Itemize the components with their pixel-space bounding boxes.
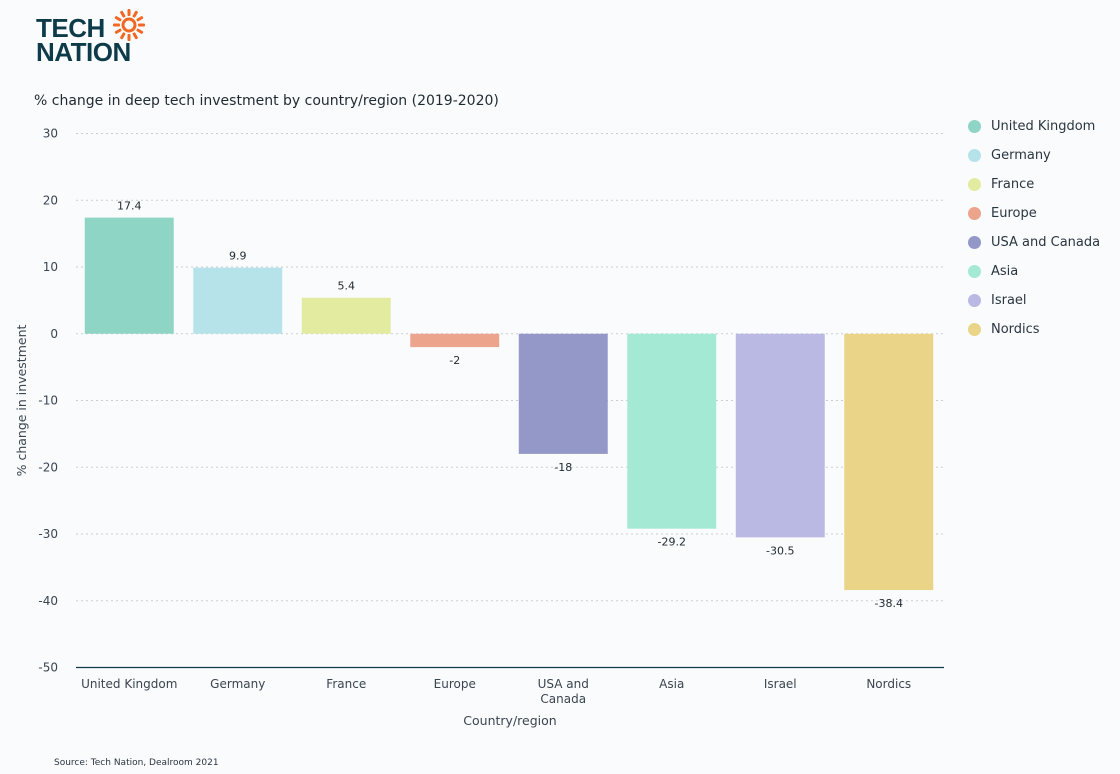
legend-label: Nordics (991, 322, 1040, 337)
legend-item: Asia (968, 257, 1100, 286)
bar-united-kingdom (84, 217, 174, 334)
data-label: -18 (554, 461, 572, 474)
legend-swatch (968, 294, 981, 307)
legend-swatch (968, 178, 981, 191)
legend-label: France (991, 177, 1035, 192)
legend-item: Nordics (968, 315, 1100, 344)
data-label: -38.4 (875, 597, 903, 610)
legend-label: Germany (991, 148, 1051, 163)
legend-swatch (968, 265, 981, 278)
y-tick-label: -30 (38, 527, 58, 541)
bar-asia (627, 333, 717, 529)
logo-line-1: TECH (36, 13, 105, 43)
x-tick-label: Germany (210, 677, 265, 691)
x-tick-label: France (326, 677, 366, 691)
axes: 30 20 10 0 -10 -20 -30 -40 -50 % change in invest… (14, 127, 944, 728)
chart-title: % change in deep tech investment by coun… (34, 93, 499, 109)
legend-item: Israel (968, 286, 1100, 315)
data-label: 9.9 (229, 250, 247, 263)
sun-ray (132, 10, 138, 18)
x-tick-label: United Kingdom (81, 677, 177, 691)
data-label: -2 (449, 354, 460, 367)
legend-label: USA and Canada (991, 235, 1101, 250)
bar-usa-and-canada (518, 333, 608, 454)
bar-chart: 17.4 9.9 5.4 -2 -18 -29.2 -30.5 -38.4 30 20 10 0 -1… (14, 127, 944, 728)
sun-ray (114, 28, 122, 34)
sun-ray (120, 32, 126, 40)
y-tick-label: 20 (43, 193, 58, 207)
x-tick-label: Israel (764, 677, 797, 691)
x-axis-title: Country/region (463, 713, 556, 728)
legend-swatch (968, 120, 981, 133)
data-label: -29.2 (658, 536, 686, 549)
data-label: 17.4 (117, 200, 142, 213)
legend-item: United Kingdom (968, 112, 1100, 141)
x-tick-label: Canada (540, 692, 586, 706)
x-tick-label: Nordics (866, 677, 911, 691)
y-tick-label: 0 (50, 327, 58, 341)
legend-item: Europe (968, 199, 1100, 228)
x-tick-label: Asia (659, 677, 684, 691)
data-label: 5.4 (338, 280, 356, 293)
bar-nordics (844, 333, 934, 591)
legend-label: Asia (991, 264, 1019, 279)
legend-swatch (968, 207, 981, 220)
y-tick-label: -50 (38, 661, 58, 675)
legend-item: France (968, 170, 1100, 199)
legend-label: United Kingdom (991, 119, 1096, 134)
legend: United Kingdom Germany France Europe USA and… (968, 112, 1100, 344)
sun-ray (136, 16, 144, 22)
legend-item: USA and Canada (968, 228, 1100, 257)
legend-swatch (968, 323, 981, 336)
legend-item: Germany (968, 141, 1100, 170)
data-labels: 17.4 9.9 5.4 -2 -18 -29.2 -30.5 -38.4 (117, 200, 903, 610)
legend-label: Europe (991, 206, 1037, 221)
sun-ray (136, 28, 144, 34)
sun-ray (138, 23, 145, 27)
y-tick-label: -40 (38, 594, 58, 608)
bar-france (301, 297, 391, 334)
legend-swatch (968, 236, 981, 249)
sun-ray (113, 23, 120, 27)
sun-ray (127, 9, 131, 16)
sun-ray (127, 34, 131, 41)
y-tick-label: -20 (38, 460, 58, 474)
legend-label: Israel (991, 293, 1027, 308)
tech-nation-logo: TECH NATION (36, 6, 156, 66)
y-tick-label: -10 (38, 394, 58, 408)
source-note: Source: Tech Nation, Dealroom 2021 (54, 758, 219, 768)
sun-ray (120, 10, 126, 18)
x-tick-label: Europe (434, 677, 476, 691)
x-tick-label: USA and (538, 677, 589, 691)
sun-ray (132, 32, 138, 40)
bar-israel (735, 333, 825, 538)
logo-line-2: NATION (36, 37, 131, 67)
y-tick-label: 10 (43, 260, 58, 274)
sun-icon (113, 9, 145, 41)
sun-ray (114, 16, 122, 22)
y-tick-label: 30 (43, 127, 58, 141)
bars (84, 217, 934, 591)
bar-europe (410, 333, 500, 348)
bar-germany (193, 267, 283, 334)
legend-swatch (968, 149, 981, 162)
data-label: -30.5 (766, 544, 794, 557)
y-axis-title: % change in investment (14, 325, 29, 477)
